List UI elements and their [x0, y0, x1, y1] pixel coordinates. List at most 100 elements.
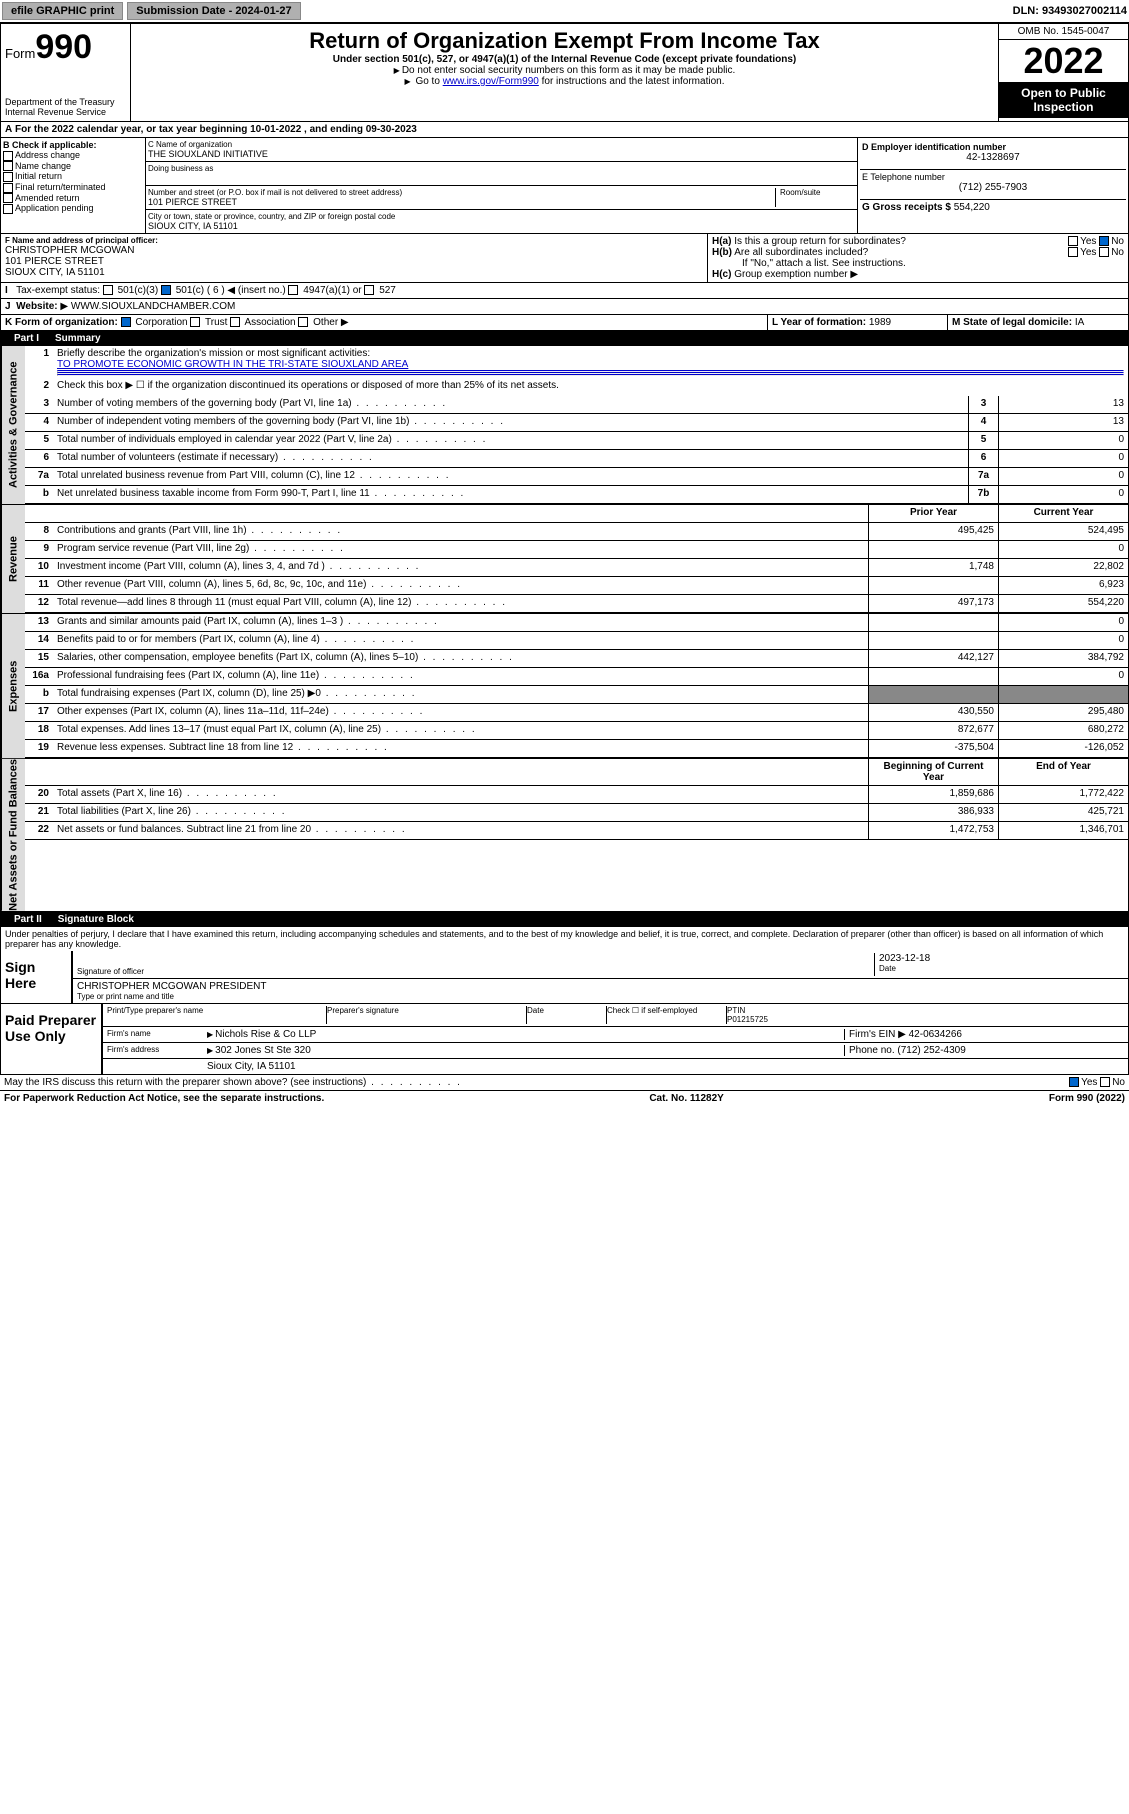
- addr-label: Firm's address: [107, 1045, 207, 1056]
- vlabel-net: Net Assets or Fund Balances: [1, 759, 25, 911]
- chk-final[interactable]: Final return/terminated: [3, 182, 143, 193]
- firm-city: Sioux City, IA 51101: [207, 1061, 296, 1072]
- irs-link[interactable]: www.irs.gov/Form990: [443, 76, 539, 87]
- h-a: H(a) Is this a group return for subordin…: [712, 236, 1124, 247]
- gov-line-b: bNet unrelated business taxable income f…: [25, 486, 1128, 504]
- efile-button[interactable]: efile GRAPHIC print: [2, 2, 123, 20]
- chk-amended[interactable]: Amended return: [3, 193, 143, 204]
- mission-text: TO PROMOTE ECONOMIC GROWTH IN THE TRI-ST…: [57, 359, 408, 370]
- part2-bar: Part II Signature Block: [0, 912, 1129, 927]
- l-label: L Year of formation:: [772, 317, 866, 328]
- officer-name-title: CHRISTOPHER MCGOWAN PRESIDENT: [77, 981, 266, 992]
- room-label: Room/suite: [780, 188, 855, 197]
- dln: DLN: 93493027002114: [1013, 5, 1127, 17]
- line-19: 19Revenue less expenses. Subtract line 1…: [25, 740, 1128, 758]
- chk-address[interactable]: Address change: [3, 150, 143, 161]
- cat-no: Cat. No. 11282Y: [649, 1093, 723, 1104]
- c-name-label: C Name of organization: [148, 140, 855, 149]
- discuss-yes: [1069, 1077, 1079, 1087]
- firm-label: Firm's name: [107, 1029, 207, 1040]
- form-number: Form990: [5, 28, 126, 67]
- g-label: G Gross receipts $: [862, 202, 951, 213]
- date-label: Date: [879, 964, 1124, 973]
- col-b: B Check if applicable: Address change Na…: [1, 138, 146, 233]
- street-label: Number and street (or P.O. box if mail i…: [148, 188, 775, 197]
- k-label: K Form of organization:: [5, 317, 118, 328]
- part1-title: Summary: [55, 333, 101, 344]
- sign-here: Sign Here: [1, 951, 71, 1003]
- prep-name-hdr: Print/Type preparer's name: [107, 1006, 327, 1024]
- discuss-row: May the IRS discuss this return with the…: [0, 1075, 1129, 1091]
- hdr-begin: Beginning of Current Year: [868, 759, 998, 785]
- netassets-section: Net Assets or Fund Balances Beginning of…: [0, 759, 1129, 912]
- line-10: 10Investment income (Part VIII, column (…: [25, 559, 1128, 577]
- gov-line-7a: 7aTotal unrelated business revenue from …: [25, 468, 1128, 486]
- city-label: City or town, state or province, country…: [148, 212, 855, 221]
- chk-initial[interactable]: Initial return: [3, 171, 143, 182]
- line-9: 9Program service revenue (Part VIII, lin…: [25, 541, 1128, 559]
- hdr-current: Current Year: [998, 505, 1128, 522]
- firm-ein: 42-0634266: [909, 1029, 962, 1040]
- governance-section: Activities & Governance 1Briefly describ…: [0, 346, 1129, 505]
- gross-receipts: 554,220: [954, 202, 990, 213]
- vlabel-gov: Activities & Governance: [1, 346, 25, 504]
- expenses-section: Expenses 13Grants and similar amounts pa…: [0, 614, 1129, 759]
- line-8: 8Contributions and grants (Part VIII, li…: [25, 523, 1128, 541]
- form-990: 990: [35, 28, 92, 66]
- sign-date: 2023-12-18: [879, 953, 1124, 964]
- form-header: Form990 Department of the Treasury Inter…: [0, 23, 1129, 122]
- section-i: I Tax-exempt status: 501(c)(3) 501(c) ( …: [0, 283, 1129, 299]
- chk-name[interactable]: Name change: [3, 161, 143, 172]
- paid-preparer-block: Paid Preparer Use Only Print/Type prepar…: [0, 1004, 1129, 1075]
- sig-officer-label: Signature of officer: [77, 967, 874, 976]
- gov-line-3: 3Number of voting members of the governi…: [25, 396, 1128, 414]
- section-f-h: F Name and address of principal officer:…: [0, 234, 1129, 283]
- hb-note: If "No," attach a list. See instructions…: [712, 258, 1124, 269]
- form-ref: Form 990 (2022): [1049, 1093, 1125, 1104]
- pra-notice: For Paperwork Reduction Act Notice, see …: [4, 1093, 324, 1104]
- mission-label: Briefly describe the organization's miss…: [57, 348, 370, 359]
- part1-bar: Part I Summary: [0, 331, 1129, 346]
- phone: (712) 255-7903: [862, 182, 1124, 193]
- part2-label: Part II: [6, 914, 50, 925]
- street: 101 PIERCE STREET: [148, 197, 775, 207]
- col-c: C Name of organization THE SIOUXLAND INI…: [146, 138, 858, 233]
- col-d: D Employer identification number 42-1328…: [858, 138, 1128, 233]
- ptin-hdr: PTIN: [727, 1006, 745, 1015]
- line-14: 14Benefits paid to or for members (Part …: [25, 632, 1128, 650]
- section-k-l-m: K Form of organization: Corporation Trus…: [0, 315, 1129, 331]
- j-label: Website:: [16, 301, 58, 312]
- line-16a: 16aProfessional fundraising fees (Part I…: [25, 668, 1128, 686]
- ein-label: Firm's EIN: [849, 1029, 895, 1040]
- line-20: 20Total assets (Part X, line 16)1,859,68…: [25, 786, 1128, 804]
- i-label: Tax-exempt status:: [16, 285, 100, 296]
- part1-label: Part I: [6, 333, 47, 344]
- section-j: J Website: ▶ WWW.SIOUXLANDCHAMBER.COM: [0, 299, 1129, 315]
- tax-period: A For the 2022 calendar year, or tax yea…: [0, 122, 1129, 138]
- form-prefix: Form: [5, 46, 35, 61]
- omb-number: OMB No. 1545-0047: [999, 24, 1128, 40]
- tax-year: 2022: [999, 40, 1128, 82]
- open-public: Open to Public Inspection: [999, 82, 1128, 118]
- ssn-note: Do not enter social security numbers on …: [135, 65, 994, 76]
- d-label: D Employer identification number: [862, 142, 1124, 152]
- penalty-text: Under penalties of perjury, I declare th…: [0, 927, 1129, 951]
- line-b: bTotal fundraising expenses (Part IX, co…: [25, 686, 1128, 704]
- city: SIOUX CITY, IA 51101: [148, 221, 855, 231]
- goto-note: Go to www.irs.gov/Form990 for instructio…: [135, 76, 994, 87]
- vlabel-rev: Revenue: [1, 505, 25, 613]
- dba-label: Doing business as: [148, 164, 855, 173]
- form-title: Return of Organization Exempt From Incom…: [135, 28, 994, 54]
- year-formation: 1989: [869, 317, 891, 328]
- m-label: M State of legal domicile:: [952, 317, 1072, 328]
- line-17: 17Other expenses (Part IX, column (A), l…: [25, 704, 1128, 722]
- chk-pending[interactable]: Application pending: [3, 203, 143, 214]
- f-label: F Name and address of principal officer:: [5, 236, 158, 245]
- discuss-text: May the IRS discuss this return with the…: [4, 1077, 462, 1088]
- ha-no-checked: [1099, 236, 1109, 246]
- website: WWW.SIOUXLANDCHAMBER.COM: [71, 301, 235, 312]
- line-13: 13Grants and similar amounts paid (Part …: [25, 614, 1128, 632]
- b-label: B Check if applicable:: [3, 140, 143, 150]
- form-subtitle: Under section 501(c), 527, or 4947(a)(1)…: [135, 54, 994, 65]
- h-b: H(b) Are all subordinates included? Yes …: [712, 247, 1124, 258]
